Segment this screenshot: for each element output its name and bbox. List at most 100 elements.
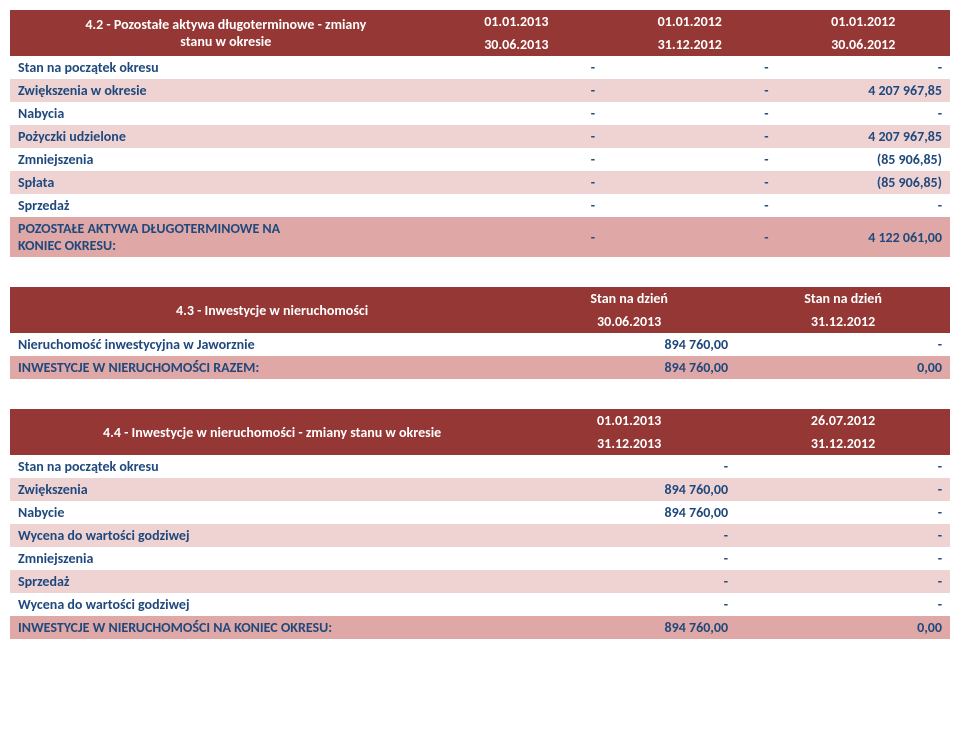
table-4-4-title: 4.4 - Inwestycje w nieruchomości - zmian… <box>10 409 522 455</box>
row-value: 4 207 967,85 <box>777 125 950 148</box>
col1-bot: 30.06.2013 <box>430 33 603 56</box>
row-value: - <box>736 547 950 570</box>
table-row: Nabycia--- <box>10 102 950 125</box>
table-row: Stan na początek okresu--- <box>10 56 950 79</box>
table-4-2-title: 4.2 - Pozostałe aktywa długoterminowe - … <box>10 10 430 56</box>
row-value: - <box>430 194 603 217</box>
table-4-2-header: 4.2 - Pozostałe aktywa długoterminowe - … <box>10 10 950 33</box>
table-4-4-total: INWESTYCJE W NIERUCHOMOŚCI NA KONIEC OKR… <box>10 616 950 639</box>
total-v3: 4 122 061,00 <box>777 217 950 257</box>
row-value: - <box>603 102 776 125</box>
table-row: Pożyczki udzielone--4 207 967,85 <box>10 125 950 148</box>
row-label: Zmniejszenia <box>10 148 430 171</box>
table-4-3-header: 4.3 - Inwestycje w nieruchomości Stan na… <box>10 287 950 310</box>
total-v2: - <box>603 217 776 257</box>
row-value: - <box>430 148 603 171</box>
row-value: - <box>603 171 776 194</box>
table-4-3-total: INWESTYCJE W NIERUCHOMOŚCI RAZEM: 894 76… <box>10 356 950 379</box>
col2-top: Stan na dzień <box>736 287 950 310</box>
total-v1: 894 760,00 <box>522 616 736 639</box>
row-value: - <box>522 570 736 593</box>
row-value: - <box>522 455 736 478</box>
table-row: Zmniejszenia-- <box>10 547 950 570</box>
row-value: - <box>736 478 950 501</box>
row-value: 894 760,00 <box>522 333 736 356</box>
row-value: - <box>522 524 736 547</box>
row-label: Stan na początek okresu <box>10 56 430 79</box>
row-value: 4 207 967,85 <box>777 79 950 102</box>
row-label: Zmniejszenia <box>10 547 522 570</box>
row-label: Spłata <box>10 171 430 194</box>
table-row: Nieruchomość inwestycyjna w Jaworznie894… <box>10 333 950 356</box>
row-label: Nabycie <box>10 501 522 524</box>
table-row: Nabycie894 760,00- <box>10 501 950 524</box>
row-value: - <box>736 524 950 547</box>
total-v2: 0,00 <box>736 356 950 379</box>
row-value: - <box>603 194 776 217</box>
row-value: 894 760,00 <box>522 478 736 501</box>
row-label: Nabycia <box>10 102 430 125</box>
row-value: - <box>603 125 776 148</box>
total-label: POZOSTAŁE AKTYWA DŁUGOTERMINOWE NA KONIE… <box>10 217 430 257</box>
col2-top: 26.07.2012 <box>736 409 950 432</box>
row-value: - <box>430 79 603 102</box>
col2-bot: 31.12.2012 <box>736 432 950 455</box>
row-label: Zwiększenia w okresie <box>10 79 430 102</box>
row-label: Sprzedaż <box>10 570 522 593</box>
row-value: - <box>603 56 776 79</box>
row-label: Stan na początek okresu <box>10 455 522 478</box>
total-v1: 894 760,00 <box>522 356 736 379</box>
table-row: Wycena do wartości godziwej-- <box>10 593 950 616</box>
row-value: - <box>736 455 950 478</box>
row-value: 894 760,00 <box>522 501 736 524</box>
table-row: Spłata--(85 906,85) <box>10 171 950 194</box>
total-v1: - <box>430 217 603 257</box>
row-label: Zwiększenia <box>10 478 522 501</box>
table-4-2: 4.2 - Pozostałe aktywa długoterminowe - … <box>10 10 950 257</box>
row-label: Pożyczki udzielone <box>10 125 430 148</box>
table-row: Wycena do wartości godziwej-- <box>10 524 950 547</box>
table-row: Sprzedaż-- <box>10 570 950 593</box>
row-value: - <box>603 148 776 171</box>
col1-top: 01.01.2013 <box>522 409 736 432</box>
table-4-4: 4.4 - Inwestycje w nieruchomości - zmian… <box>10 409 950 639</box>
col3-bot: 30.06.2012 <box>777 33 950 56</box>
row-label: Wycena do wartości godziwej <box>10 593 522 616</box>
col1-top: Stan na dzień <box>522 287 736 310</box>
table-4-2-total: POZOSTAŁE AKTYWA DŁUGOTERMINOWE NA KONIE… <box>10 217 950 257</box>
table-row: Zwiększenia w okresie--4 207 967,85 <box>10 79 950 102</box>
row-value: - <box>736 593 950 616</box>
row-value: (85 906,85) <box>777 148 950 171</box>
total-v2: 0,00 <box>736 616 950 639</box>
row-value: - <box>430 125 603 148</box>
col1-top: 01.01.2013 <box>430 10 603 33</box>
row-value: - <box>736 333 950 356</box>
row-value: - <box>777 102 950 125</box>
table-row: Sprzedaż--- <box>10 194 950 217</box>
row-value: - <box>522 593 736 616</box>
row-value: - <box>522 547 736 570</box>
row-value: - <box>736 501 950 524</box>
row-value: - <box>430 102 603 125</box>
row-value: (85 906,85) <box>777 171 950 194</box>
row-label: Wycena do wartości godziwej <box>10 524 522 547</box>
col2-bot: 31.12.2012 <box>736 310 950 333</box>
col2-bot: 31.12.2012 <box>603 33 776 56</box>
row-value: - <box>777 56 950 79</box>
title-line1: 4.2 - Pozostałe aktywa długoterminowe - … <box>85 16 366 33</box>
row-value: - <box>430 56 603 79</box>
title-line2: stanu w okresie <box>180 33 271 50</box>
table-row: Zmniejszenia--(85 906,85) <box>10 148 950 171</box>
table-4-3: 4.3 - Inwestycje w nieruchomości Stan na… <box>10 287 950 379</box>
table-4-4-header: 4.4 - Inwestycje w nieruchomości - zmian… <box>10 409 950 432</box>
row-value: - <box>430 171 603 194</box>
col3-top: 01.01.2012 <box>777 10 950 33</box>
row-label: Nieruchomość inwestycyjna w Jaworznie <box>10 333 522 356</box>
col2-top: 01.01.2012 <box>603 10 776 33</box>
table-row: Zwiększenia894 760,00- <box>10 478 950 501</box>
total-label: INWESTYCJE W NIERUCHOMOŚCI RAZEM: <box>10 356 522 379</box>
col1-bot: 31.12.2013 <box>522 432 736 455</box>
table-row: Stan na początek okresu-- <box>10 455 950 478</box>
table-4-3-title: 4.3 - Inwestycje w nieruchomości <box>10 287 522 333</box>
total-label: INWESTYCJE W NIERUCHOMOŚCI NA KONIEC OKR… <box>10 616 522 639</box>
